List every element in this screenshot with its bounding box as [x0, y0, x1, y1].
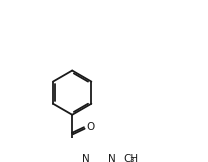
Text: N: N	[82, 154, 90, 162]
Text: O: O	[87, 122, 95, 132]
Text: 3: 3	[129, 157, 134, 162]
Text: CH: CH	[123, 154, 139, 162]
Text: N: N	[108, 154, 116, 162]
